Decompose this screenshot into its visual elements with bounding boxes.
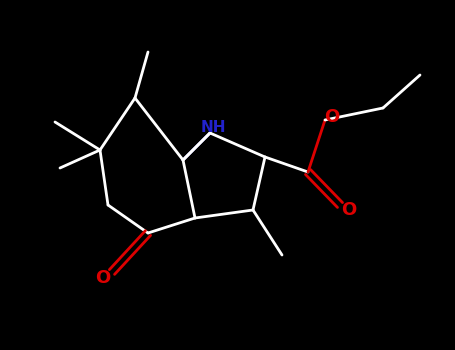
Text: O: O (341, 201, 357, 219)
Text: NH: NH (200, 119, 226, 134)
Text: O: O (324, 108, 339, 126)
Text: O: O (96, 269, 111, 287)
